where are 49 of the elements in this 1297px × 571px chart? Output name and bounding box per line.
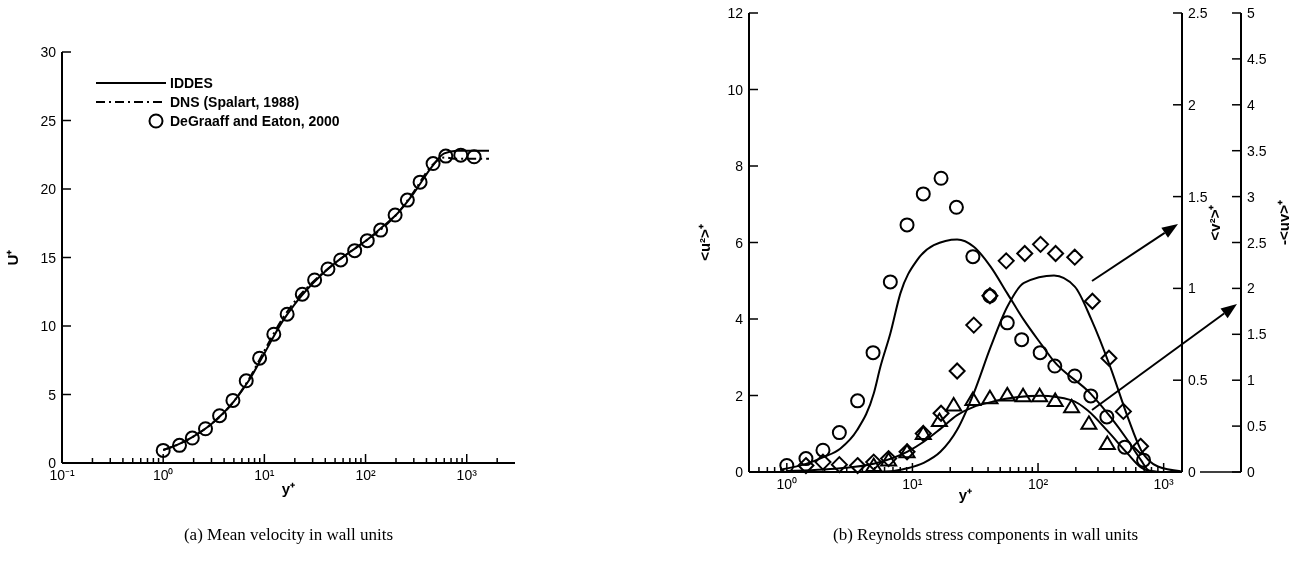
y3-tick-label: 2.5 [1247,234,1267,251]
y2-tick-label: 1.5 [1188,188,1208,205]
x-tick-label: 10⁰ [152,467,174,483]
legend-label: DeGraaff and Eaton, 2000 [170,113,340,129]
x-tick-label: 10² [355,467,376,483]
x-tick-label: 10¹ [902,476,923,492]
y3-axis-title: -<uv>⁺ [1275,199,1292,246]
x-axis-title: y⁺ [281,480,296,497]
y3-tick-label: 4 [1247,96,1255,113]
y3-tick-label: 4.5 [1247,50,1267,67]
y3-tick-label: 5 [1247,5,1255,21]
y-tick-label: 10 [727,81,744,98]
y-tick-label: 4 [735,311,744,327]
x-axis-title: y⁺ [958,486,973,503]
y2-tick-label: 2 [1188,96,1196,113]
x-tick-label: 10¹ [254,467,275,483]
y-tick-label: 15 [40,249,57,266]
y3-tick-label: 0.5 [1247,418,1267,435]
y-tick-label: 6 [735,234,744,251]
y2-axis-title: <v²>⁺ [1206,204,1223,241]
y3-tick-label: 0 [1247,464,1255,480]
legend-label: IDDES [170,75,213,91]
y3-tick-label: 1.5 [1247,326,1267,343]
y3-tick-label: 3 [1247,188,1255,205]
legend-label: DNS (Spalart, 1988) [170,94,300,110]
x-tick-label: 10³ [456,467,478,483]
x-tick-label: 10² [1027,476,1049,492]
x-tick-label: 10⁰ [776,476,798,492]
y-axis-title: <u²>⁺ [696,224,713,261]
y3-tick-label: 2 [1247,280,1255,297]
y-tick-label: 25 [40,112,57,129]
y-tick-label: 0 [735,464,744,480]
y2-tick-label: 0.5 [1188,372,1208,389]
y3-tick-label: 1 [1247,372,1255,389]
y2-tick-label: 0 [1188,464,1196,480]
y3-tick-label: 3.5 [1247,142,1267,159]
y-axis-title: U⁺ [4,249,21,266]
y2-tick-label: 1 [1188,280,1196,297]
y-tick-label: 12 [727,5,744,21]
y-tick-label: 10 [40,318,57,334]
y2-tick-label: 2.5 [1188,5,1208,21]
y-tick-label: 2 [735,387,744,404]
y-tick-label: 20 [40,181,57,197]
y-tick-label: 30 [40,44,57,60]
y-tick-label: 5 [48,386,57,403]
text: (b) Reynolds stress components in wall units [832,525,1139,544]
text: (a) Mean velocity in wall units [183,525,394,544]
x-tick-label: 10³ [1153,476,1175,492]
y-tick-label: 8 [735,158,744,174]
